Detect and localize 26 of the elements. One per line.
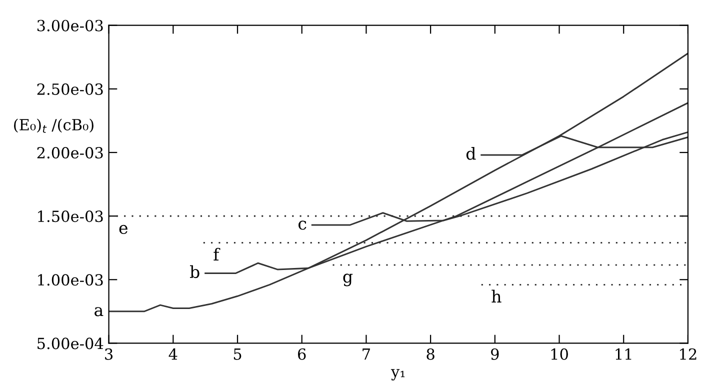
series-label: b [190,265,200,278]
series-label: e [119,224,128,234]
y-axis-title: (E₀)$_{t}$ /(cB₀) [14,118,94,133]
x-tick-label: 10 [551,348,568,360]
x-tick-label: 5 [234,348,242,360]
x-tick-label: 4 [168,348,178,360]
x-tick-label: 11 [616,348,632,360]
y-tick-label: 1.00e-03 [38,274,103,286]
x-tick-label: 8 [426,348,434,360]
x-tick-label: 12 [680,348,696,360]
x-tick-label: 6 [298,348,306,360]
x-tick-label: 9 [491,348,499,360]
y-tick-label: 2.00e-03 [37,146,103,159]
series-label: d [466,146,476,160]
x-axis-title: y₁ [390,369,405,380]
y-tick-label: 3.00e-03 [37,20,103,32]
y-tick-label: 5.00e-04 [38,338,104,350]
y-tick-label: 1.50e-03 [38,210,103,222]
series-label: f [214,248,220,261]
x-tick-label: 3 [105,348,113,360]
series-label: g [343,274,353,286]
series-label: c [298,220,306,230]
x-tick-label: 7 [362,348,370,360]
series-label: a [94,307,104,316]
y-tick-label: 2.50e-03 [37,83,103,95]
series-label: h [492,290,502,302]
